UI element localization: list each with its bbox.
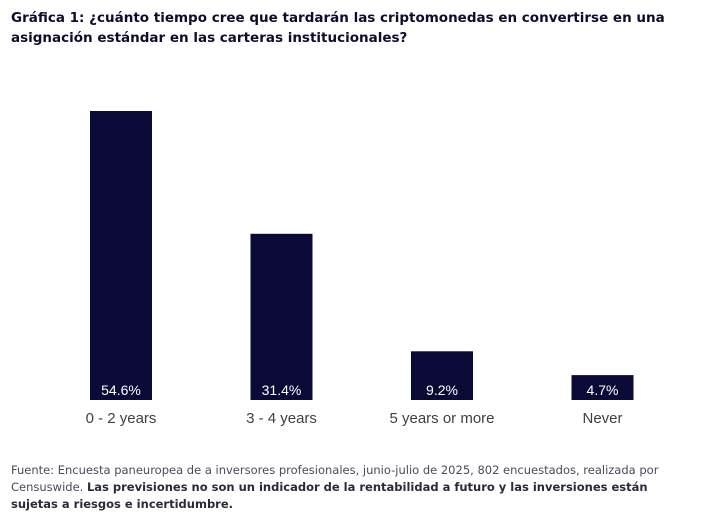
chart-title: Gráfica 1: ¿cuánto tiempo cree que tarda… — [11, 10, 665, 46]
bar-1 — [90, 111, 152, 400]
category-label: 3 - 4 years — [246, 410, 317, 427]
bar-3 — [411, 351, 473, 400]
bar-2 — [250, 233, 313, 400]
source-note: Fuente: Encuesta paneuropea de a inverso… — [11, 463, 659, 494]
chart-footer: Fuente: Encuesta paneuropea de a inverso… — [11, 462, 691, 513]
category-label: Never — [582, 410, 622, 427]
bar-value-label: 31.4% — [262, 382, 302, 398]
bar-value-label: 54.6% — [101, 382, 141, 398]
category-label: 0 - 2 years — [86, 410, 157, 427]
bar-value-label: 4.7% — [587, 382, 619, 398]
bar-value-label: 9.2% — [426, 382, 458, 398]
bar-4 — [571, 375, 634, 400]
bar-chart: 54.6% 0 - 2 years 31.4% 3 - 4 years 9.2% 5 ye… — [86, 111, 634, 427]
disclaimer-note: Las previsiones no son un indicador de l… — [11, 480, 648, 511]
category-label: 5 years or more — [389, 410, 494, 427]
